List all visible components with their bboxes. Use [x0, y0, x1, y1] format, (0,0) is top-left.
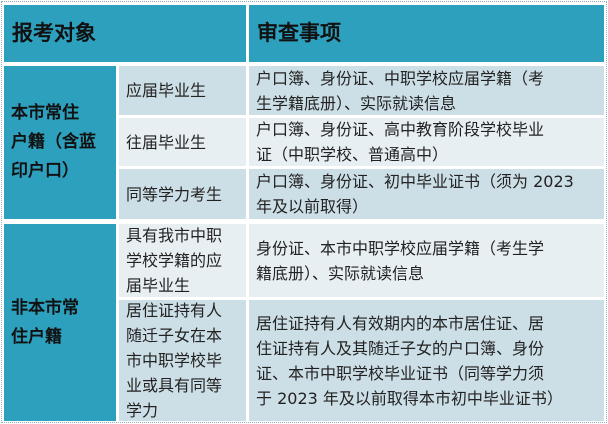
header-review-items: 审查事项	[249, 5, 604, 62]
category-local-hukou: 本市常住 户籍（含蓝 印户口）	[4, 66, 116, 219]
type-current-graduate: 应届毕业生	[119, 66, 246, 115]
category-nonlocal-hukou: 非本市常 住户籍	[4, 224, 116, 421]
items-current-graduate: 户口簿、身份证、中职学校应届学籍（考 生学籍底册）、实际就读信息	[249, 66, 604, 115]
type-local-vocational: 具有我市中职 学校学籍的应 届毕业生	[119, 224, 246, 297]
items-residence-permit: 居住证持有人有效期内的本市居住证、居 住证持有人及其随迁子女的户口簿、身份 证、…	[249, 300, 604, 421]
items-local-vocational: 身份证、本市中职学校应届学籍（考生学 籍底册）、实际就读信息	[249, 224, 604, 297]
items-past-graduate: 户口簿、身份证、高中教育阶段学校毕业 证（中职学校、普通高中）	[249, 118, 604, 166]
items-equivalent: 户口簿、身份证、初中毕业证书（须为 2023 年及以前取得）	[249, 169, 604, 219]
header-target: 报考对象	[4, 5, 246, 62]
type-past-graduate: 往届毕业生	[119, 118, 246, 166]
type-residence-permit: 居住证持有人 随迁子女在本 市中职学校毕 业或具有同等 学力	[119, 300, 246, 421]
type-equivalent: 同等学力考生	[119, 169, 246, 219]
